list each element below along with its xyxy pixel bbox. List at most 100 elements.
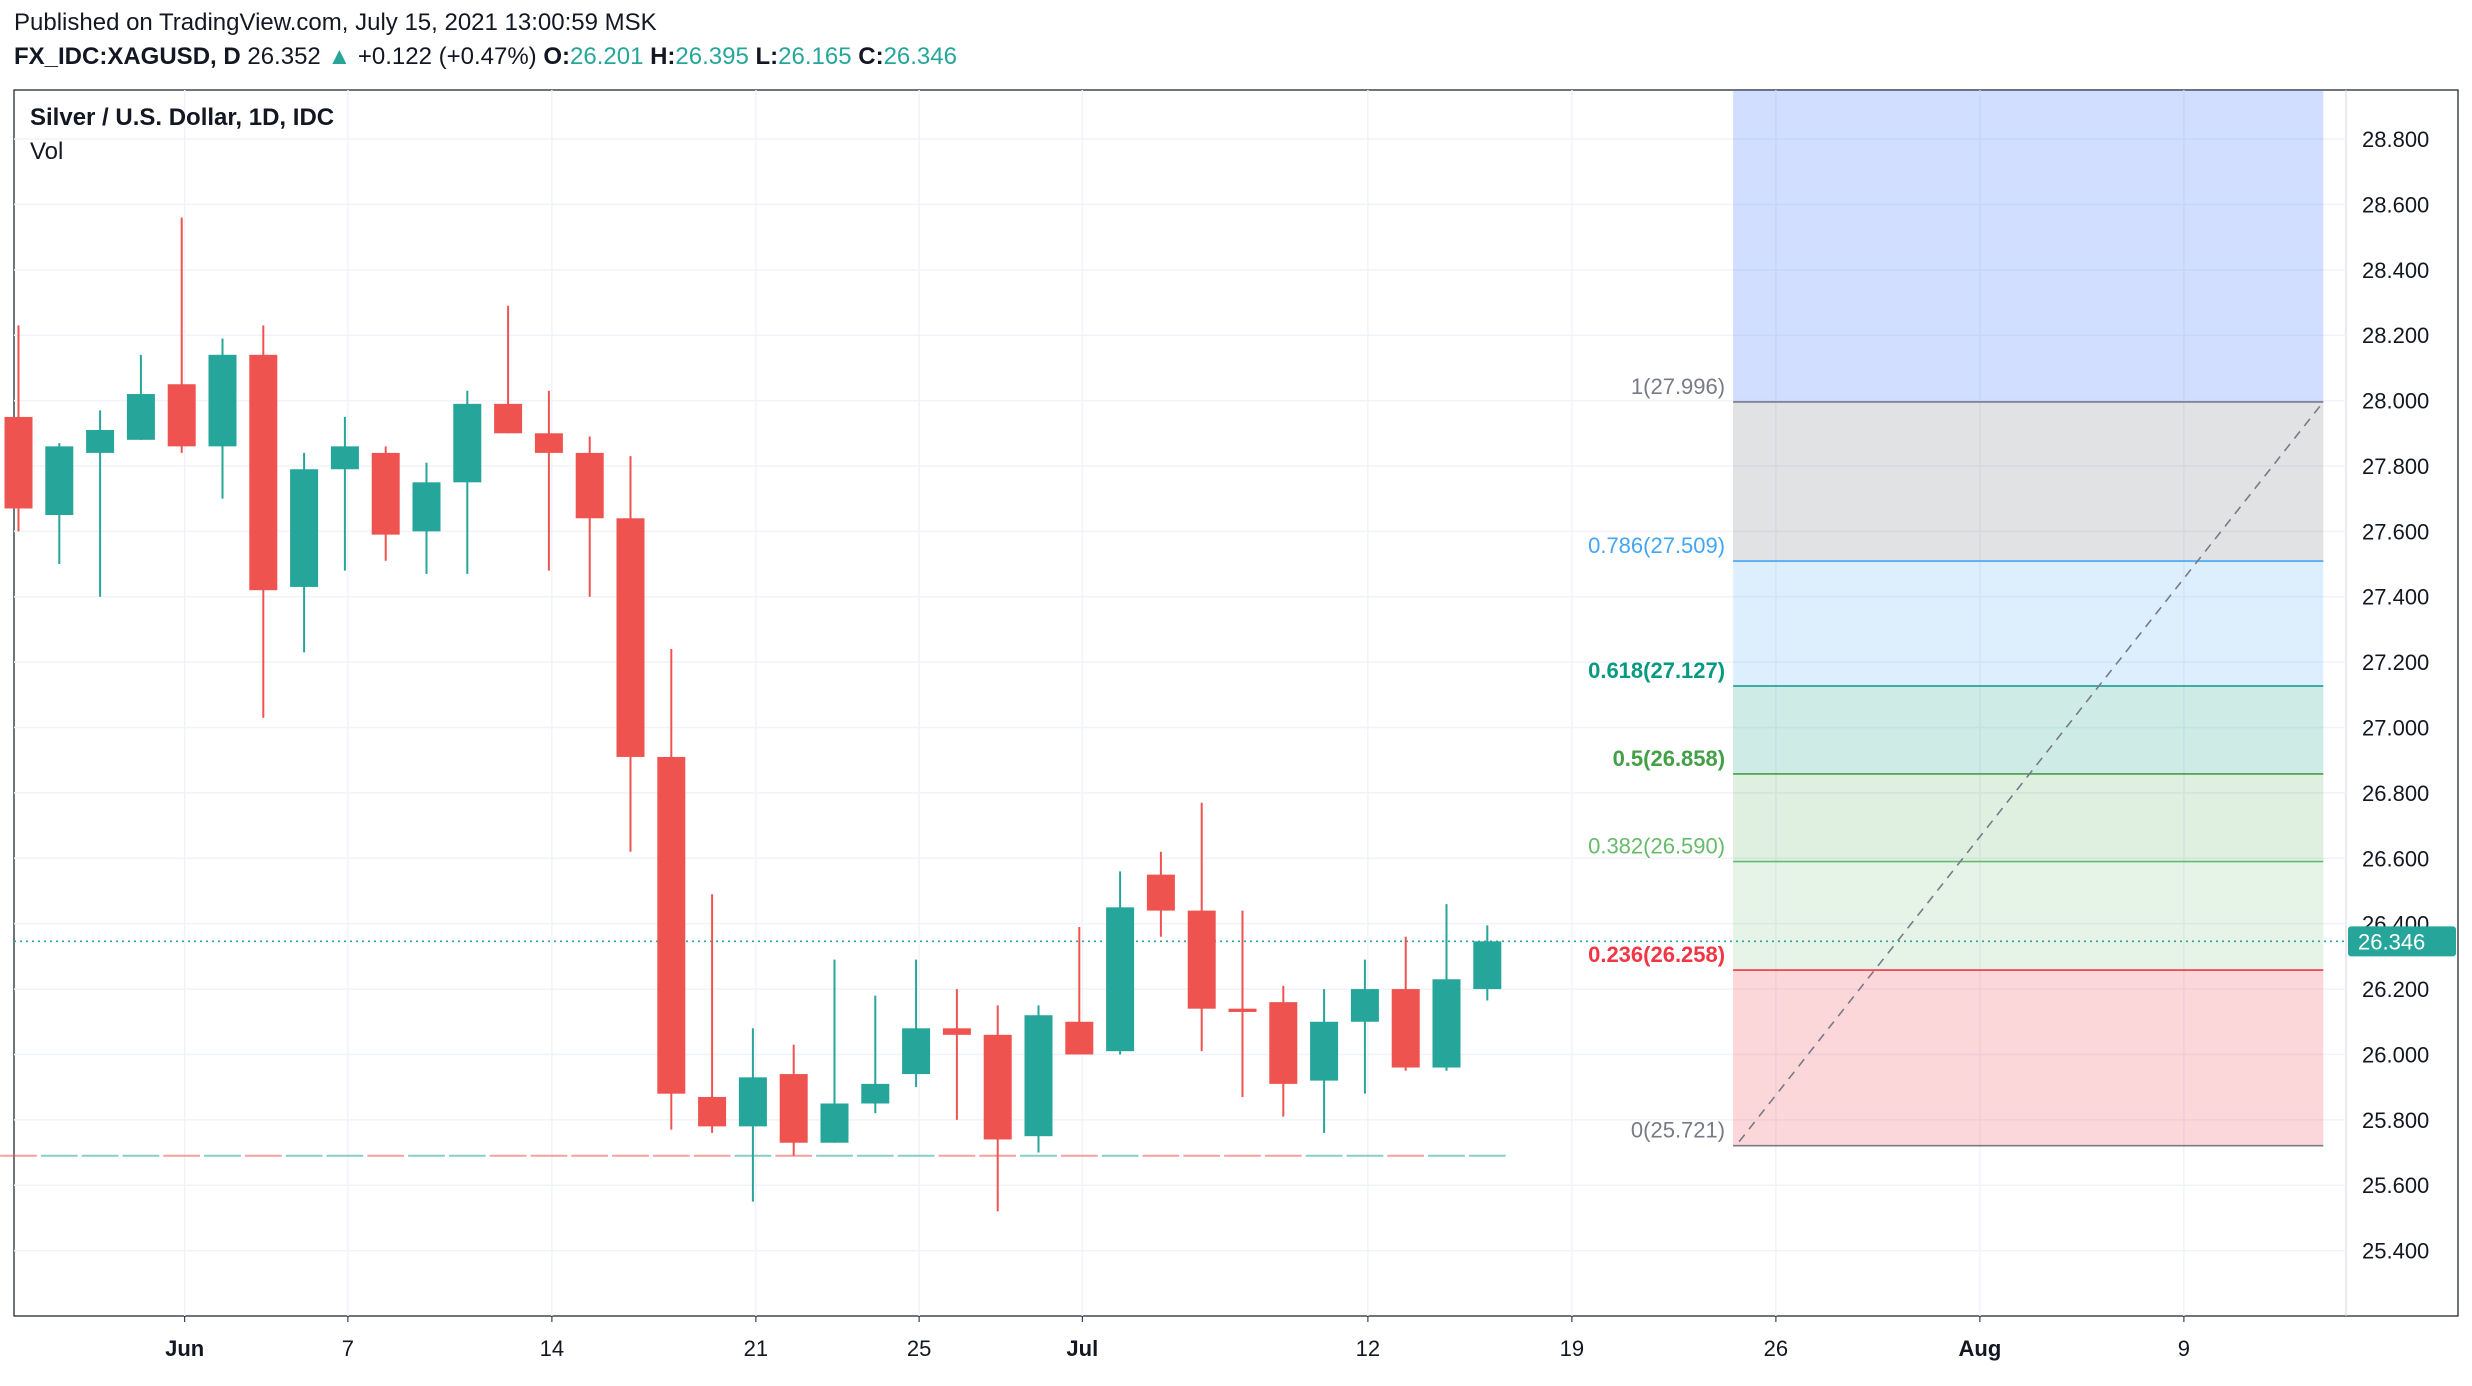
y-tick-label: 25.800 [2362,1108,2429,1133]
candle-body [86,430,115,453]
bearish-candle [1065,926,1094,1055]
symbol-name: FX_IDC:XAGUSD, D [14,43,241,70]
fib-level-label: 0.618(27.127) [1588,658,1725,683]
bearish-candle [983,1005,1012,1212]
bearish-candle [942,989,971,1120]
candle-body [942,1028,971,1035]
candle-body [616,518,645,757]
bullish-candle [902,959,931,1088]
candle-body [1269,1002,1298,1084]
bullish-candle [290,452,319,653]
x-tick-label: Jun [165,1336,204,1361]
candle-body [1024,1015,1053,1137]
fib-level-label: 0.786(27.509) [1588,533,1725,558]
x-tick-label: 25 [907,1336,931,1361]
y-tick-label: 26.200 [2362,977,2429,1002]
bullish-candle [861,995,890,1114]
bearish-candle [1187,802,1216,1052]
bearish-candle [167,217,196,453]
y-tick-label: 26.800 [2362,781,2429,806]
candle-body [983,1034,1012,1140]
bearish-candle [698,894,727,1133]
y-tick-label: 28.600 [2362,192,2429,217]
y-tick-label: 27.200 [2362,650,2429,675]
x-tick-label: 12 [1356,1336,1380,1361]
candle-body [820,1103,849,1143]
candle-body [330,446,359,470]
bullish-candle [1106,871,1135,1055]
candle-body [738,1077,767,1127]
x-tick-label: 9 [2178,1336,2190,1361]
y-tick-label: 27.800 [2362,454,2429,479]
candle-body [1350,989,1379,1022]
candle-body [126,394,155,440]
candle-body [698,1096,727,1127]
x-tick-label: Aug [1959,1336,2002,1361]
candle-body [1187,910,1216,1009]
fib-band [1733,773,2324,862]
candle-body [575,452,604,519]
candle-body [657,756,686,1094]
candle-body [1310,1021,1339,1081]
fib-level-label: 1(27.996) [1631,374,1725,399]
fib-trend-line [1738,401,2324,1143]
y-tick-label: 26.600 [2362,846,2429,871]
x-tick-label: 7 [342,1336,354,1361]
candle-body [371,452,400,535]
candle-body [412,482,441,532]
fib-band [1733,861,2324,971]
candle-body [1432,979,1461,1068]
fib-band [1733,685,2324,774]
y-tick-label: 27.400 [2362,585,2429,610]
candle-body [494,403,523,434]
candle-body [534,433,563,453]
bullish-candle [126,354,155,440]
up-arrow-icon: ▲ [327,43,352,70]
y-tick-label: 25.600 [2362,1173,2429,1198]
fib-level-label: 0.382(26.590) [1588,834,1725,859]
candle-body [249,354,278,591]
candle-body [1228,1008,1257,1012]
bearish-candle [1391,936,1420,1071]
x-tick-label: Jul [1066,1336,1098,1361]
bearish-candle [371,446,400,561]
open-value: 26.201 [570,43,644,70]
y-tick-label: 28.200 [2362,323,2429,348]
x-tick-label: 26 [1764,1336,1788,1361]
bullish-candle [453,390,482,574]
candle-body [1391,989,1420,1068]
fib-band [1733,401,2324,562]
bullish-candle [1024,1005,1053,1153]
candle-body [453,403,482,483]
bullish-candle [86,410,115,597]
bullish-candle [1432,904,1461,1071]
low-value: 26.165 [778,43,852,70]
bearish-candle [575,436,604,597]
bullish-candle [738,1028,767,1202]
candle-body [167,384,196,447]
bearish-candle [494,305,523,434]
y-tick-label: 28.400 [2362,258,2429,283]
y-tick-label: 25.400 [2362,1239,2429,1264]
bearish-candle [534,390,563,571]
candle-body [861,1083,890,1104]
bearish-candle [249,325,278,718]
candle-body [779,1074,808,1143]
price-change: +0.122 (+0.47%) [357,43,537,70]
x-tick-label: 21 [744,1336,768,1361]
symbol-ohlc-line: FX_IDC:XAGUSD, D 26.352 ▲ +0.122 (+0.47%… [14,40,2454,74]
fibonacci-retracement: 1(27.996) 0.786(27.509) 0.618(27.127) 0.5(2… [1588,90,2324,1147]
y-tick-label: 27.600 [2362,519,2429,544]
bearish-candle [657,649,686,1130]
bearish-candle [1269,985,1298,1117]
published-info: Published on TradingView.com, July 15, 2… [14,9,657,36]
bullish-candle [208,338,237,499]
bearish-candle [779,1044,808,1156]
chart-header: Published on TradingView.com, July 15, 2… [14,6,2454,74]
high-value: 26.395 [675,43,749,70]
low-label: L: [755,43,779,70]
candle-body [1146,874,1175,911]
fib-band [1733,970,2324,1146]
x-tick-label: 19 [1560,1336,1584,1361]
